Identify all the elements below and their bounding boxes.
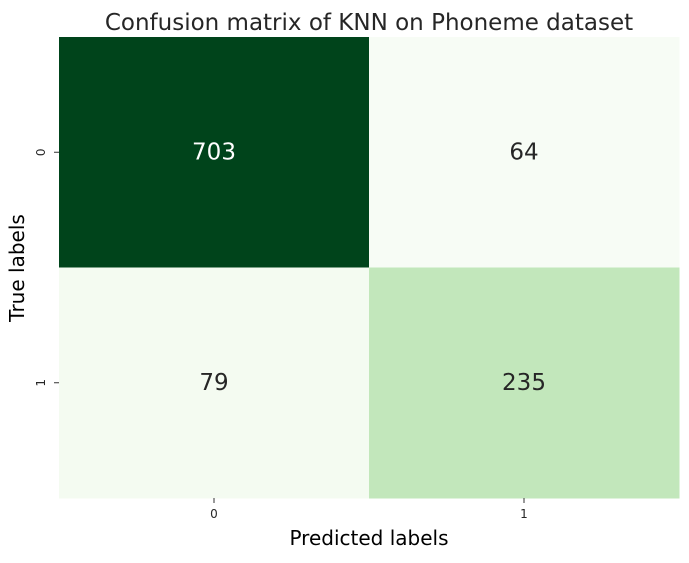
cell-value-0-1: 64	[509, 139, 538, 165]
cell-annotations: 703 64 79 235	[192, 139, 546, 396]
y-axis-ticks: 01	[34, 148, 59, 387]
x-tick-label-1: 1	[520, 507, 528, 521]
cell-value-0-0: 703	[192, 139, 236, 165]
cell-value-1-1: 235	[502, 370, 546, 396]
y-tick-label-0: 0	[34, 148, 48, 156]
heatmap-cell-0-0	[59, 37, 370, 268]
heatmap-cell-1-0	[59, 267, 370, 499]
heatmap-cells	[59, 37, 680, 499]
x-axis-label: Predicted labels	[289, 526, 448, 550]
y-tick-label-1: 1	[34, 379, 48, 387]
cell-value-1-0: 79	[199, 370, 228, 396]
chart-title: Confusion matrix of KNN on Phoneme datas…	[105, 10, 633, 36]
heatmap-cell-1-1	[369, 267, 680, 499]
heatmap-cell-0-1	[369, 37, 680, 268]
y-axis-label: True labels	[5, 214, 29, 323]
x-tick-label-0: 0	[210, 507, 218, 521]
